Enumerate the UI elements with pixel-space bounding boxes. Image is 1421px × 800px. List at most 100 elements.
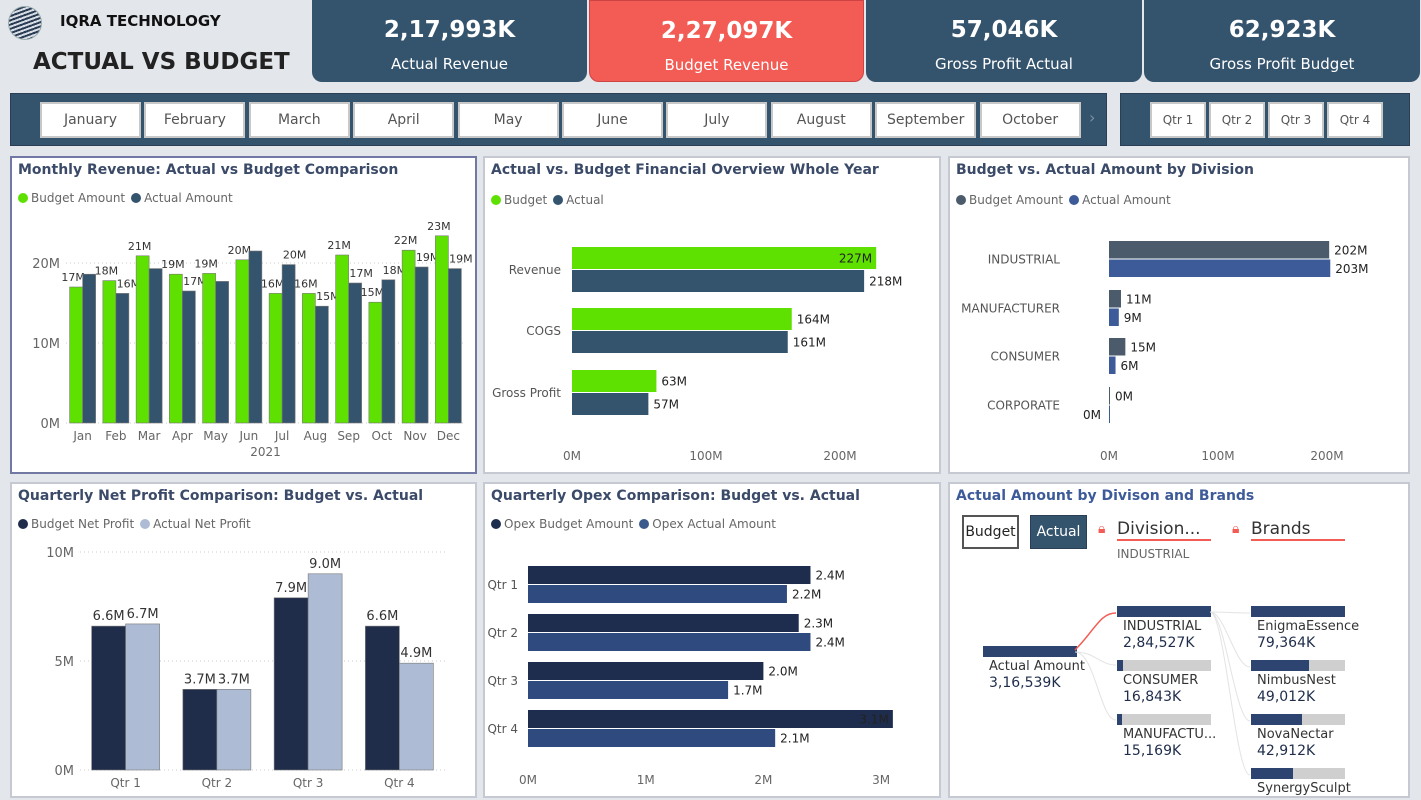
bar-fill [1251,768,1294,779]
lock-icon: 🔒︎ [1098,521,1106,537]
node-label: EnigmaEssence [1257,619,1360,634]
quarter-button-3[interactable]: Qtr 3 [1268,102,1324,138]
node-label: INDUSTRIAL [1123,619,1202,634]
legend-budget[interactable]: Budget [491,193,547,207]
division-level-header[interactable]: Division... [1117,519,1211,541]
node-value: 15,169K [1123,743,1182,759]
quarter-button-4[interactable]: Qtr 4 [1327,102,1383,138]
legend: Budget Amount Actual Amount [18,191,233,205]
chart-title: Quarterly Opex Comparison: Budget vs. Ac… [491,488,860,504]
legend-budget[interactable]: Budget Amount [18,191,125,205]
kpi-value: 2,27,097K [660,18,793,44]
kpi-gross-profit-actual: 57,046K Gross Profit Actual [866,0,1142,82]
brand-node-bar[interactable] [1251,606,1345,617]
division-selected: INDUSTRIAL [1117,547,1190,561]
kpi-value: 57,046K [950,17,1058,43]
month-button-june[interactable]: June [562,102,663,138]
bar-fill [1251,606,1345,617]
legend-budget[interactable]: Budget Net Profit [18,517,134,531]
quarter-button-1[interactable]: Qtr 1 [1150,102,1206,138]
lock-icon: 🔒︎ [1232,521,1240,537]
brand-node[interactable]: NovaNectar 42,912K [1257,727,1334,760]
brand-node[interactable]: NimbusNest 49,012K [1257,673,1336,706]
legend: Budget Actual [491,193,604,207]
bar-fill [1251,714,1302,725]
legend-actual[interactable]: Actual [553,193,604,207]
chevron-right-icon[interactable]: › [1089,108,1096,127]
legend-actual[interactable]: Actual Net Profit [140,517,251,531]
brand-node-bar[interactable] [1251,714,1345,725]
kpi-label: Gross Profit Actual [935,55,1073,73]
actual-toggle-button[interactable]: Actual [1030,515,1087,549]
legend-budget[interactable]: Budget Amount [956,193,1063,207]
division-panel: Budget vs. Actual Amount by Division Bud… [948,156,1410,474]
bar-fill [983,646,1077,657]
legend-actual[interactable]: Opex Actual Amount [639,517,776,531]
month-button-february[interactable]: February [144,102,246,138]
kpi-actual-revenue: 2,17,993K Actual Revenue [312,0,587,82]
root-node[interactable]: Actual Amount 3,16,539K [989,659,1085,692]
node-value: 16,843K [1123,689,1182,705]
node-label: NovaNectar [1257,727,1334,742]
node-value: 42,912K [1257,743,1316,759]
kpi-budget-revenue: 2,27,097K Budget Revenue [589,0,864,82]
month-button-july[interactable]: July [666,102,768,138]
root-node-bar[interactable] [983,646,1077,657]
node-value: 49,012K [1257,689,1316,705]
brand-node[interactable]: SynergySculpt [1257,781,1351,797]
opex-panel: Quarterly Opex Comparison: Budget vs. Ac… [483,482,941,798]
bar-fill [1117,714,1122,725]
node-label: MANUFACTU... [1123,727,1217,742]
chart-title: Actual Amount by Divison and Brands [956,488,1255,504]
legend-budget[interactable]: Opex Budget Amount [491,517,633,531]
division-node[interactable]: CONSUMER 16,843K [1123,673,1198,706]
node-value: 3,16,539K [989,675,1061,691]
month-button-january[interactable]: January [40,102,141,138]
brand-node-bar[interactable] [1251,660,1345,671]
brand-node-bar[interactable] [1251,768,1345,779]
month-button-september[interactable]: September [875,102,977,138]
legend-actual[interactable]: Actual Amount [131,191,233,205]
legend: Budget Amount Actual Amount [956,193,1171,207]
kpi-label: Gross Profit Budget [1209,55,1355,73]
page-title: ACTUAL VS BUDGET [33,49,290,75]
chart-title: Actual vs. Budget Financial Overview Who… [491,162,879,178]
company-logo [8,6,42,40]
quarter-button-2[interactable]: Qtr 2 [1209,102,1265,138]
month-button-october[interactable]: October [979,102,1081,138]
legend: Budget Net Profit Actual Net Profit [18,517,251,531]
budget-toggle-button[interactable]: Budget [962,515,1019,549]
node-label: CONSUMER [1123,673,1199,688]
brand-node[interactable]: EnigmaEssence 79,364K [1257,619,1359,652]
monthly-revenue-panel: Monthly Revenue: Actual vs Budget Compar… [10,156,477,474]
chart-title: Budget vs. Actual Amount by Division [956,162,1254,178]
chart-title: Monthly Revenue: Actual vs Budget Compar… [18,162,399,178]
kpi-value: 62,923K [1228,17,1336,43]
kpi-label: Budget Revenue [664,56,789,74]
net-profit-panel: Quarterly Net Profit Comparison: Budget … [10,482,477,798]
bar-fill [1117,606,1211,617]
legend: Opex Budget Amount Opex Actual Amount [491,517,776,531]
legend-actual[interactable]: Actual Amount [1069,193,1171,207]
financial-overview-panel: Actual vs. Budget Financial Overview Who… [483,156,941,474]
node-value: 2,84,527K [1123,635,1195,651]
kpi-gross-profit-budget: 62,923K Gross Profit Budget [1144,0,1420,82]
division-node[interactable]: INDUSTRIAL 2,84,527K [1123,619,1201,652]
month-button-august[interactable]: August [770,102,872,138]
kpi-value: 2,17,993K [383,17,516,43]
month-button-march[interactable]: March [248,102,350,138]
division-node-bar[interactable] [1117,606,1211,617]
decomposition-tree-panel: Actual Amount by Divison and Brands Budg… [948,482,1410,798]
chart-title: Quarterly Net Profit Comparison: Budget … [18,488,424,504]
division-node-bar[interactable] [1117,714,1211,725]
bar-fill [1117,660,1123,671]
brands-level-header[interactable]: Brands [1251,519,1345,541]
division-node-bar[interactable] [1117,660,1211,671]
node-label: SynergySculpt [1257,781,1351,796]
division-node[interactable]: MANUFACTU... 15,169K [1123,727,1216,760]
month-button-may[interactable]: May [457,102,559,138]
bar-fill [1251,660,1310,671]
node-label: NimbusNest [1257,673,1336,688]
month-button-april[interactable]: April [353,102,455,138]
node-label: Actual Amount [989,659,1085,674]
